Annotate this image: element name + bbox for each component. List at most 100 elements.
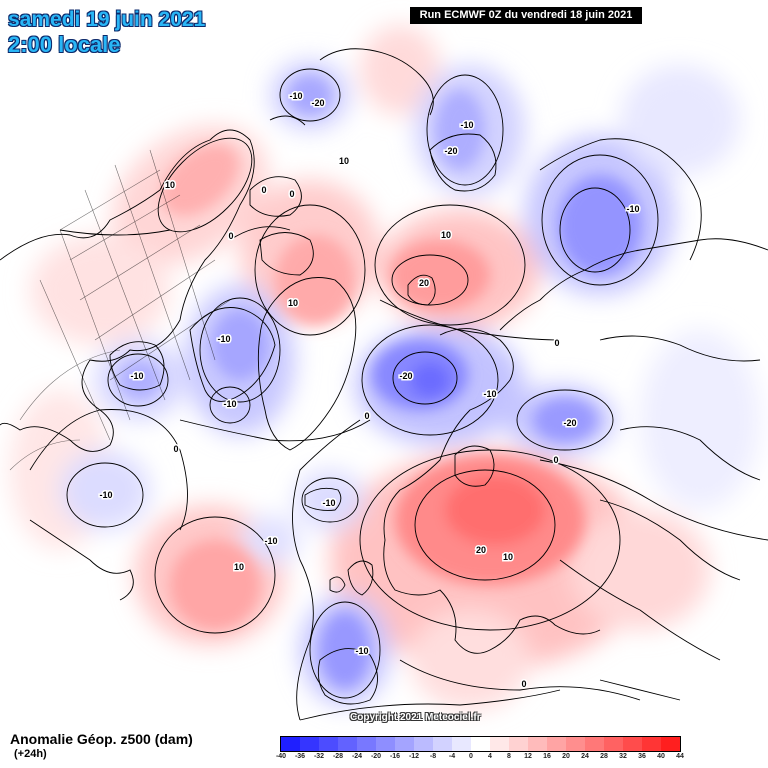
legend-swatch: [623, 737, 642, 751]
legend-swatch: [319, 737, 338, 751]
contour-label-halo: -10: [626, 204, 639, 214]
contour-label-halo: 0: [553, 455, 558, 465]
legend-swatch: [471, 737, 490, 751]
legend-tick-label: -36: [294, 753, 306, 760]
contour-label: 20: [419, 278, 429, 288]
contour-label: 10: [165, 180, 175, 190]
contour-label-halo: 0: [554, 338, 559, 348]
legend-swatch: [281, 737, 300, 751]
contour-label: -20: [311, 98, 324, 108]
contour-label: -20: [399, 371, 412, 381]
contour-label-halo: 10: [288, 298, 298, 308]
legend-tick-label: 16: [543, 753, 551, 760]
contour-label-halo: -10: [289, 91, 302, 101]
legend-tick-label: 8: [507, 753, 511, 760]
contour-label: -10: [223, 399, 236, 409]
contour-label-halo: 0: [173, 444, 178, 454]
color-legend: -40 -36 -32 -28 -24 -20 -16 -12 -8 -4 0 4 8 12 16 20 24 2…: [276, 736, 684, 764]
contour-label: -10: [322, 498, 335, 508]
contour-lines: [29, 68, 768, 721]
copyright: Copyright 2021 Meteociel.fr: [350, 712, 481, 723]
contour-label-halo: 20: [419, 278, 429, 288]
legend-swatch: [376, 737, 395, 751]
legend-tick-label: -20: [370, 753, 382, 760]
contour-label-halo: -10: [217, 334, 230, 344]
forecast-time: 2:00 locale: [8, 32, 121, 57]
legend-swatch: [642, 737, 661, 751]
contour-label-halo: 0: [521, 679, 526, 689]
legend-swatch: [566, 737, 585, 751]
contour-label: 10: [441, 230, 451, 240]
contour-label-halo: 10: [339, 156, 349, 166]
legend-tick-label: -40: [275, 753, 287, 760]
legend-swatch: [490, 737, 509, 751]
contour-label-halo: 20: [476, 545, 486, 555]
contour-label-halo: -10: [460, 120, 473, 130]
legend-tick-label: 44: [676, 753, 684, 760]
legend-tick-label: 20: [562, 753, 570, 760]
contour-label-halo: 0: [228, 231, 233, 241]
contour-label: -20: [563, 418, 576, 428]
legend-tick-label: -12: [408, 753, 420, 760]
contour-label-halo: -20: [311, 98, 324, 108]
legend-swatch: [338, 737, 357, 751]
coastlines: [0, 48, 768, 721]
legend-tick-labels: -40 -36 -32 -28 -24 -20 -16 -12 -8 -4 0 4 8 12 16 20 24 2…: [276, 752, 684, 764]
graticule: [9, 149, 231, 471]
legend-tick-label: -16: [389, 753, 401, 760]
contour-label: -10: [99, 490, 112, 500]
legend-tick-label: 24: [581, 753, 589, 760]
contour-label: 0: [521, 679, 526, 689]
run-info: Run ECMWF 0Z du vendredi 18 juin 2021: [410, 7, 642, 24]
contour-label-halo: 10: [234, 562, 244, 572]
contour-label-halo: -10: [99, 490, 112, 500]
legend-swatch: [433, 737, 452, 751]
contour-label: 10: [288, 298, 298, 308]
legend-color-bar: [280, 736, 681, 752]
contour-label: 0: [261, 185, 266, 195]
legend-swatch: [300, 737, 319, 751]
anomaly-cores: [118, 75, 642, 688]
contour-label: 0: [228, 231, 233, 241]
contour-label: -10: [626, 204, 639, 214]
contour-label: -10: [264, 536, 277, 546]
legend-swatch: [509, 737, 528, 751]
variable-name: Anomalie Géop. z500 (dam): [10, 731, 193, 747]
contour-label-halo: -10: [322, 498, 335, 508]
legend-swatch: [395, 737, 414, 751]
contour-label: -20: [444, 146, 457, 156]
legend-tick-label: -8: [429, 753, 437, 760]
legend-tick-label: 12: [524, 753, 532, 760]
legend-swatch: [547, 737, 566, 751]
contour-label: 10: [503, 552, 513, 562]
contour-label: 0: [173, 444, 178, 454]
legend-tick-label: 4: [488, 753, 492, 760]
contour-label-halo: -10: [483, 389, 496, 399]
legend-swatch: [452, 737, 471, 751]
contour-label-halo: -20: [399, 371, 412, 381]
legend-swatch: [414, 737, 433, 751]
contour-label: 20: [476, 545, 486, 555]
contour-label-halo: -20: [563, 418, 576, 428]
contour-label-halo: -10: [264, 536, 277, 546]
legend-swatch: [604, 737, 623, 751]
contour-label-halo: 0: [289, 189, 294, 199]
contour-label-halo: 0: [364, 411, 369, 421]
contour-label: -10: [460, 120, 473, 130]
legend-tick-label: -32: [313, 753, 325, 760]
legend-swatch: [528, 737, 547, 751]
contour-label-halo: 10: [503, 552, 513, 562]
legend-swatch: [357, 737, 376, 751]
contour-label: 0: [554, 338, 559, 348]
contour-label: 10: [339, 156, 349, 166]
contour-label-halo: -20: [444, 146, 457, 156]
contour-label: 0: [364, 411, 369, 421]
contour-label: -10: [289, 91, 302, 101]
legend-tick-label: -4: [448, 753, 456, 760]
legend-tick-label: 0: [469, 753, 473, 760]
legend-tick-label: 40: [657, 753, 665, 760]
contour-label-halo: 0: [261, 185, 266, 195]
legend-tick-label: 28: [600, 753, 608, 760]
legend-tick-label: 32: [619, 753, 627, 760]
contour-label: -10: [217, 334, 230, 344]
